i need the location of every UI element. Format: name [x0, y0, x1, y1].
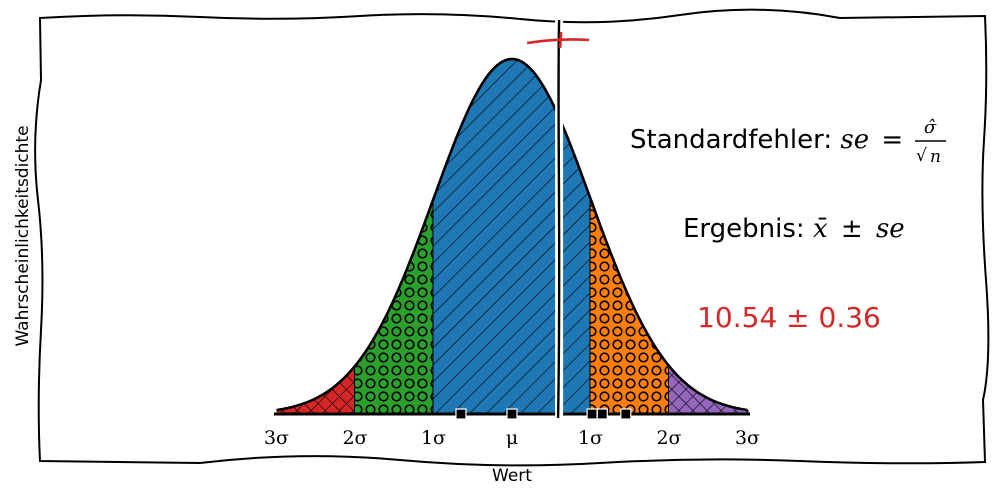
region-hatch-2 [433, 59, 591, 414]
x-tick-labels: 3σ 2σ 1σ μ 1σ 2σ 3σ [264, 427, 760, 449]
y-axis-title: Wahrscheinlichkeitsdichte [13, 125, 33, 346]
formula-numerator: σ̂ [924, 117, 937, 138]
sample-point-1 [506, 408, 518, 420]
sample-mean-line [526, 19, 590, 419]
formula-denominator: n [930, 147, 941, 167]
region-2 [433, 59, 592, 414]
sample-point-0 [455, 408, 467, 420]
x-tick-label: 3σ [735, 427, 760, 449]
x-axis-title: Wert [492, 466, 532, 486]
density-curve [276, 57, 748, 412]
density-curve-group [276, 57, 748, 412]
mean-marker-tick [558, 31, 563, 49]
region-hatch-4 [669, 366, 748, 414]
sample-point-4 [620, 408, 632, 420]
density-regions [276, 59, 749, 414]
result-se-symbol: se [876, 214, 905, 244]
mean-line [556, 19, 561, 419]
standard-error-symbol: se [840, 125, 869, 155]
x-tick-label: 1σ [578, 427, 603, 449]
sample-points [455, 408, 632, 420]
mean-marker-bar [526, 38, 590, 45]
x-tick-label: 1σ [421, 427, 446, 449]
sample-point-2 [586, 408, 598, 420]
x-tick-label: 2σ [656, 427, 681, 449]
svg-text:Standardfehler: se: Standardfehler: se = [630, 125, 903, 155]
result-mean-symbol: x̄ [813, 214, 828, 244]
x-tick-label: 2σ [342, 427, 367, 449]
region-hatch-0 [276, 366, 355, 414]
result-formula-annotation: Ergebnis: x̄ ± se [683, 214, 905, 244]
result-label: Ergebnis: [683, 214, 813, 244]
x-tick-label: μ [506, 427, 518, 449]
sample-point-3 [596, 408, 608, 420]
result-value: 10.54 ± 0.36 [697, 301, 881, 334]
result-pm: ± [841, 214, 863, 244]
standard-error-annotation: Standardfehler: se = σ̂ √ n [630, 117, 946, 167]
formula-root: √ [916, 146, 927, 166]
x-tick-label: 3σ [264, 427, 289, 449]
standard-error-label: Standardfehler: [630, 125, 840, 155]
standard-error-equals: = [881, 125, 903, 155]
plot-frame [34, 8, 990, 467]
svg-text:Ergebnis: x̄ ±: Ergebnis: x̄ ± se [683, 214, 905, 244]
